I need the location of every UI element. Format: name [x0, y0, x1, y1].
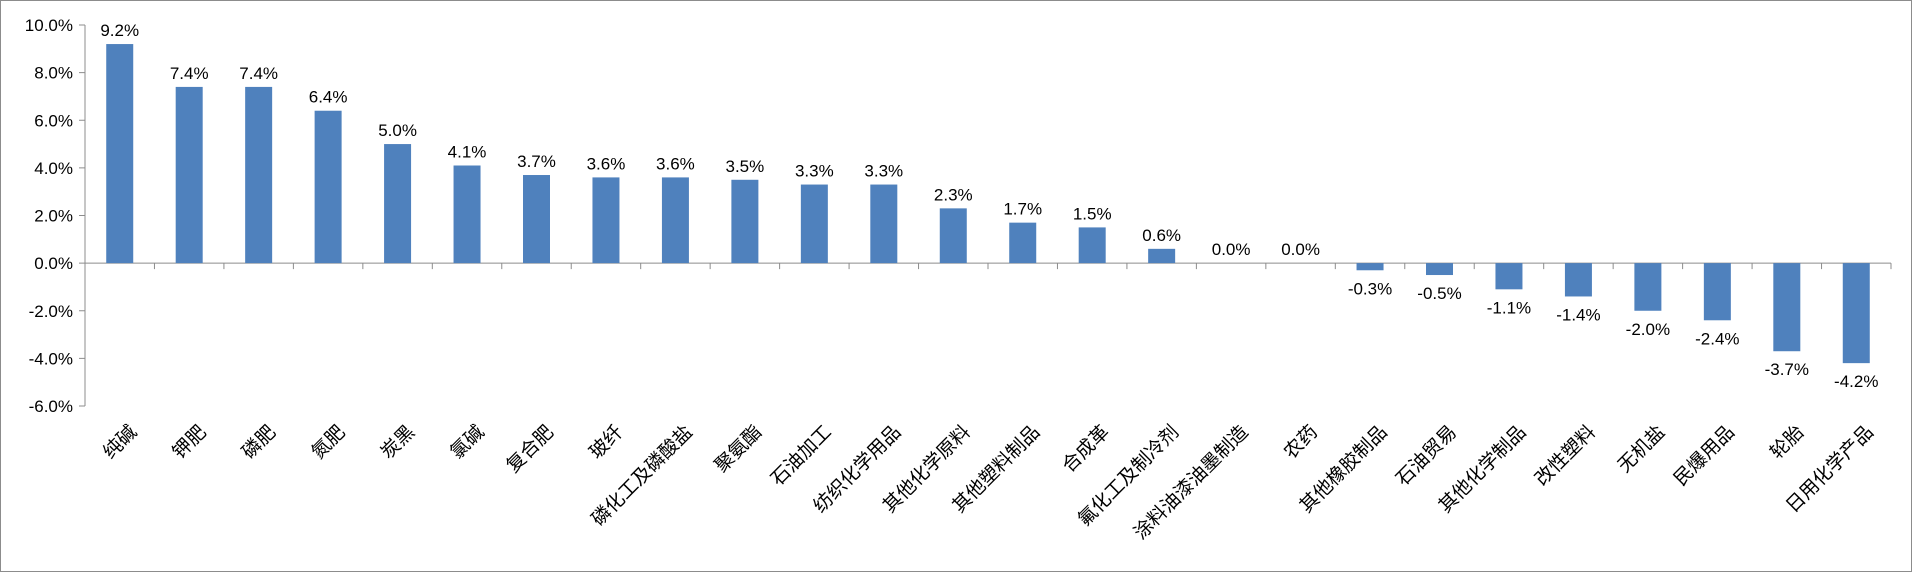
- data-label: -1.1%: [1487, 298, 1531, 317]
- bar-纯碱: [106, 44, 134, 264]
- bar-其他塑料制品: [1009, 222, 1037, 264]
- bar-氮肥: [314, 110, 342, 264]
- y-tick-label: -2.0%: [29, 302, 73, 321]
- y-tick-label: 10.0%: [25, 16, 73, 35]
- data-label: 5.0%: [378, 121, 417, 140]
- data-label: 9.2%: [100, 21, 139, 40]
- data-label: 3.3%: [864, 162, 903, 181]
- y-tick-label: -4.0%: [29, 349, 73, 368]
- data-label: 3.6%: [656, 154, 695, 173]
- bar-磷肥: [245, 86, 273, 264]
- bar-石油贸易: [1426, 263, 1453, 276]
- data-label: -0.5%: [1417, 284, 1461, 303]
- y-tick-label: 6.0%: [34, 111, 73, 130]
- data-label: 1.7%: [1003, 200, 1042, 219]
- data-label: -2.0%: [1626, 320, 1670, 339]
- bar-玻纤: [592, 177, 620, 264]
- data-label: 4.1%: [448, 142, 487, 161]
- bar-磷化工及磷酸盐: [661, 177, 689, 264]
- bar-改性塑料: [1564, 263, 1592, 297]
- data-label: 7.4%: [170, 64, 209, 83]
- bar-日用化学产品: [1842, 263, 1870, 364]
- category-label: 改性塑料: [1531, 421, 1600, 490]
- y-tick-label: 2.0%: [34, 207, 73, 226]
- data-label: 3.3%: [795, 162, 834, 181]
- y-tick-label: 8.0%: [34, 64, 73, 83]
- bar-其他化学原料: [939, 208, 967, 264]
- bar-氯碱: [453, 165, 481, 264]
- bar-纺织化学用品: [870, 184, 898, 264]
- data-label: 1.5%: [1073, 204, 1112, 223]
- category-label: 氯碱: [446, 421, 488, 463]
- y-tick-label: 0.0%: [34, 254, 73, 273]
- category-label: 玻纤: [585, 421, 627, 463]
- data-label: -3.7%: [1765, 360, 1809, 379]
- category-label: 轮胎: [1766, 421, 1808, 463]
- category-label: 氮肥: [307, 421, 349, 463]
- data-label: 3.6%: [587, 154, 626, 173]
- data-label: 3.7%: [517, 152, 556, 171]
- category-label: 炭黑: [377, 421, 419, 463]
- category-label: 农药: [1280, 421, 1322, 463]
- bar-复合肥: [523, 175, 550, 264]
- bar-其他橡胶制品: [1356, 263, 1384, 271]
- data-label: 0.0%: [1212, 240, 1251, 259]
- bar-其他化学制品: [1495, 263, 1523, 290]
- category-label: 钾肥: [168, 421, 210, 463]
- data-label: -1.4%: [1556, 305, 1600, 324]
- bar-钾肥: [175, 86, 203, 264]
- data-label: -0.3%: [1348, 279, 1392, 298]
- bar-轮胎: [1773, 263, 1801, 352]
- data-label: 6.4%: [309, 88, 348, 107]
- category-label: 民爆用品: [1670, 421, 1739, 490]
- data-label: 7.4%: [239, 64, 278, 83]
- category-label: 聚氨酯: [711, 421, 767, 477]
- bar-氟化工及制冷剂: [1148, 248, 1176, 264]
- bar-聚氨酯: [731, 179, 759, 264]
- y-tick-label: 4.0%: [34, 159, 73, 178]
- data-label: 2.3%: [934, 185, 973, 204]
- data-label: 0.6%: [1142, 226, 1181, 245]
- bar-石油加工: [800, 184, 828, 264]
- category-label: 石油加工: [767, 421, 836, 490]
- category-label: 无机盐: [1614, 421, 1670, 477]
- data-label: 0.0%: [1281, 240, 1320, 259]
- category-label: 磷肥: [238, 421, 280, 463]
- bar-民爆用品: [1703, 263, 1731, 321]
- bar-炭黑: [384, 144, 412, 264]
- data-label: -4.2%: [1834, 372, 1878, 391]
- category-label: 纯碱: [99, 421, 141, 463]
- category-label: 复合肥: [502, 421, 558, 477]
- category-label: 石油贸易: [1392, 421, 1461, 490]
- category-label: 合成革: [1058, 421, 1114, 477]
- bar-合成革: [1078, 227, 1106, 264]
- y-tick-label: -6.0%: [29, 397, 73, 416]
- data-label: -2.4%: [1695, 329, 1739, 348]
- bar-无机盐: [1634, 263, 1662, 311]
- data-label: 3.5%: [726, 157, 765, 176]
